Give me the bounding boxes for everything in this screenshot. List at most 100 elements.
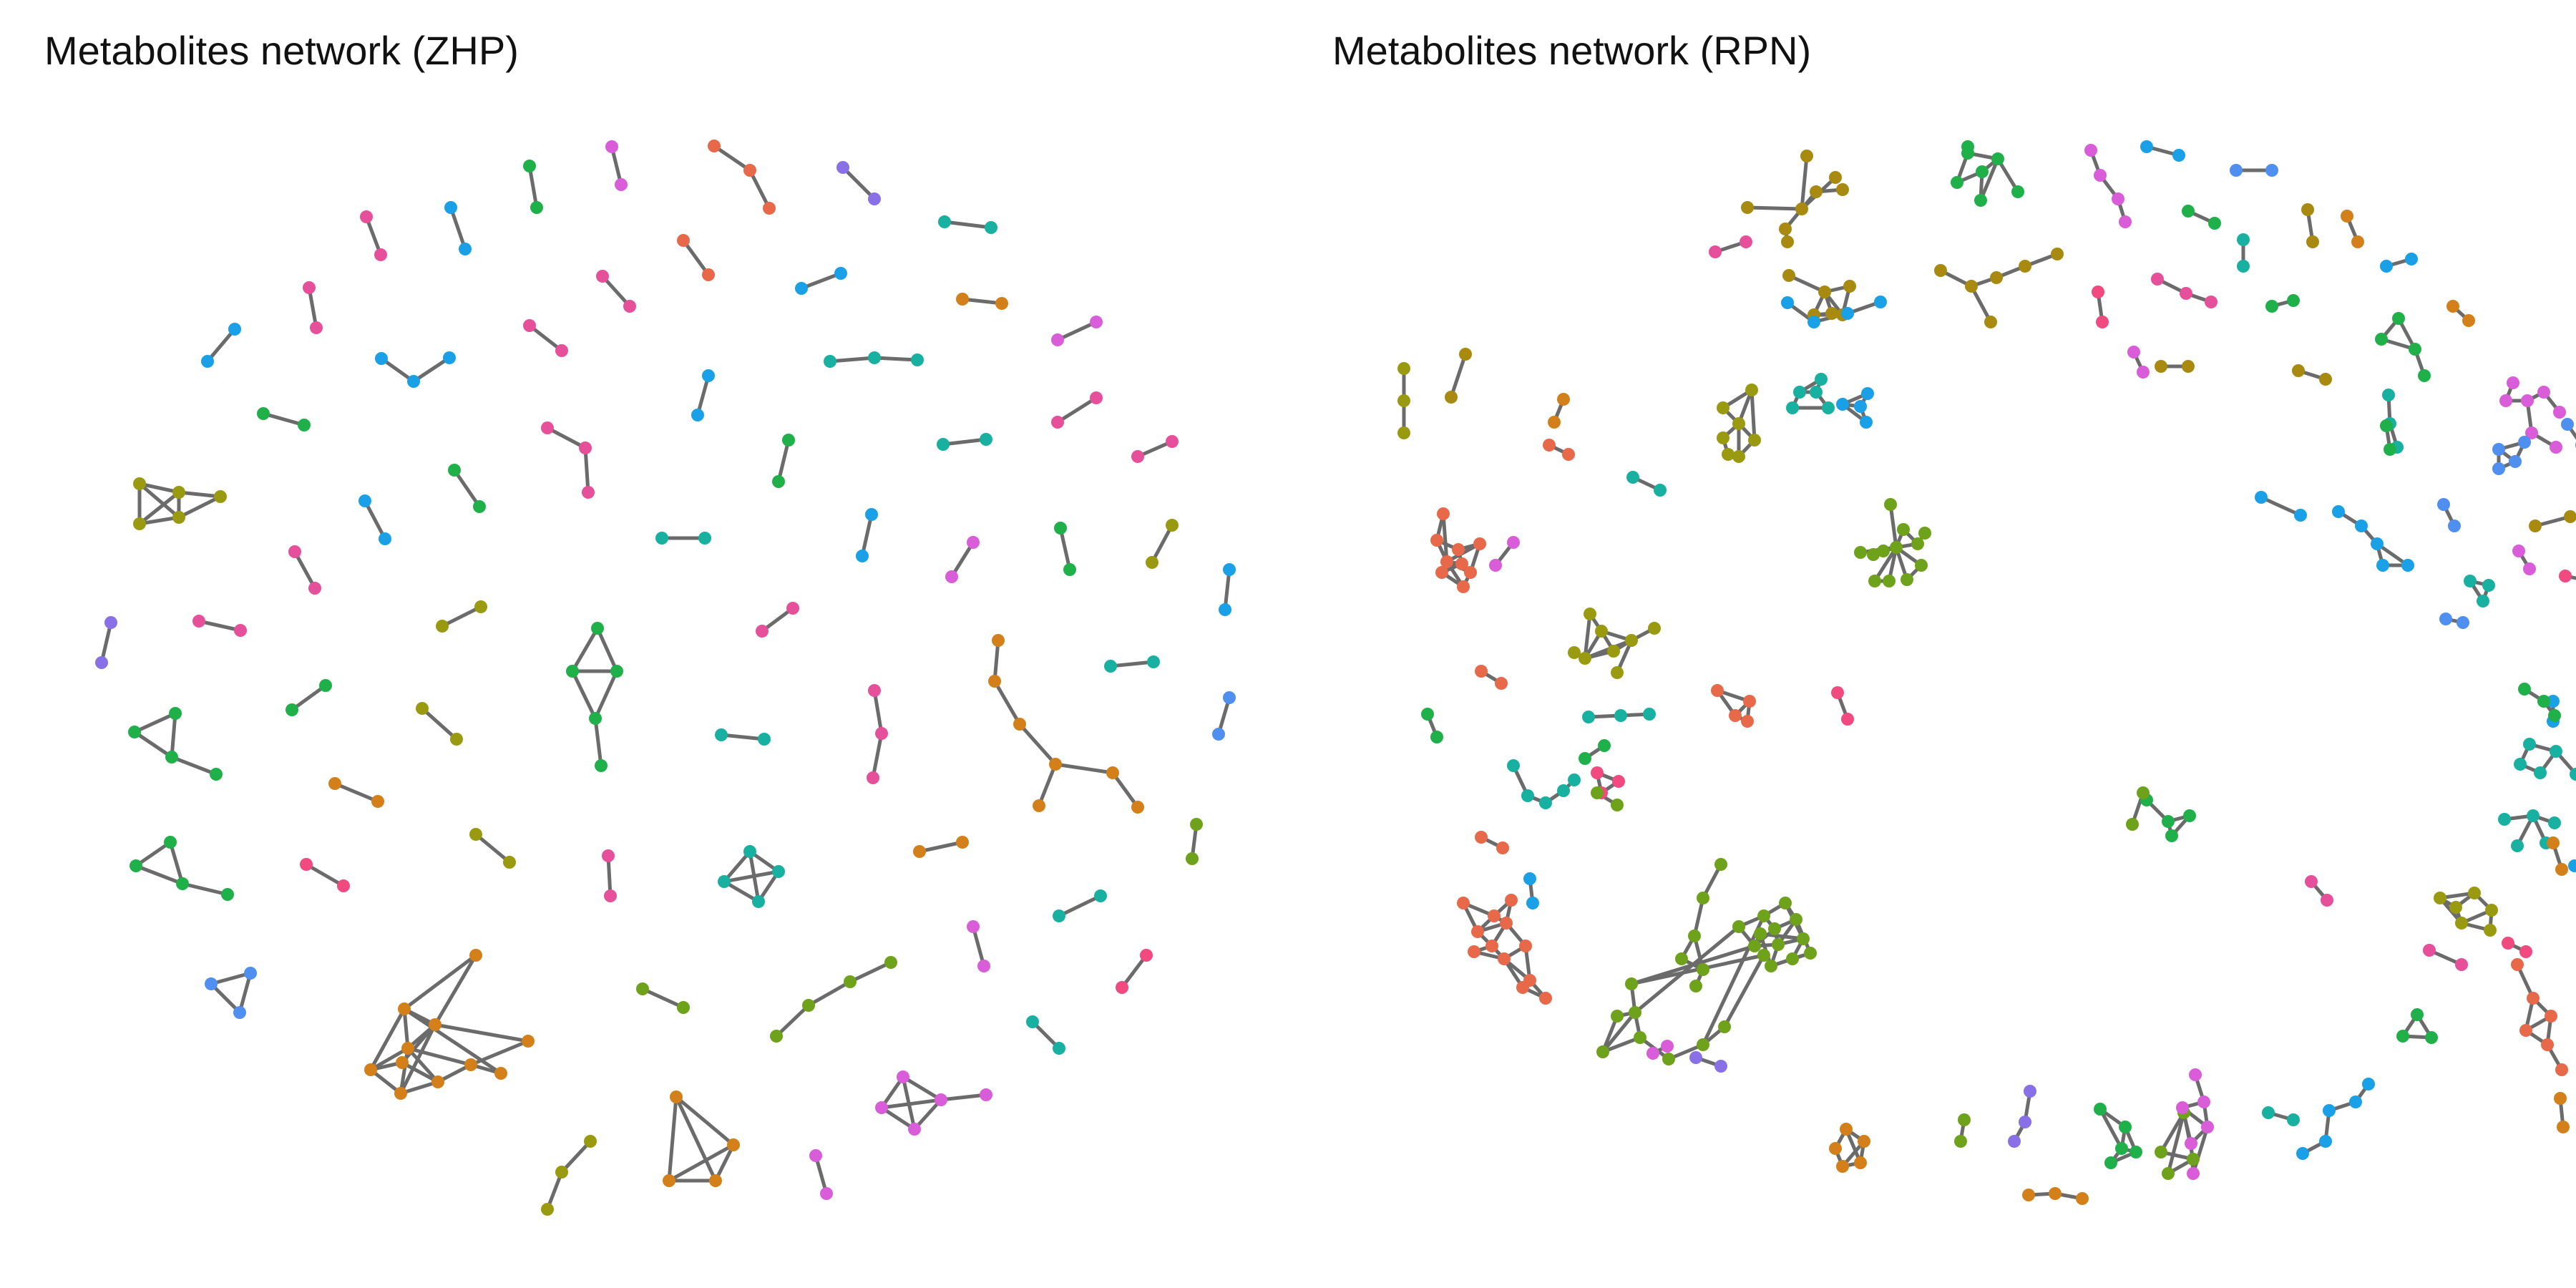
metabolite-node xyxy=(977,960,990,972)
metabolite-node xyxy=(911,353,924,366)
network-edge xyxy=(1722,953,1766,1029)
network-edge xyxy=(205,327,237,364)
metabolite-node xyxy=(2557,1121,2570,1133)
metabolite-node xyxy=(2096,316,2109,328)
metabolite-node xyxy=(1793,386,1806,399)
metabolite-node xyxy=(2187,1153,2200,1166)
network-edge xyxy=(197,619,243,633)
metabolite-node xyxy=(555,1166,568,1179)
metabolite-node xyxy=(2140,140,2153,153)
network-edge xyxy=(1701,914,1766,1047)
metabolite-node xyxy=(2084,144,2097,157)
metabolite-node xyxy=(566,665,579,678)
metabolite-node xyxy=(2380,260,2393,273)
metabolite-node xyxy=(2405,253,2418,265)
metabolite-node xyxy=(1897,523,1910,536)
metabolite-node xyxy=(2265,300,2278,313)
metabolite-node xyxy=(2197,1096,2210,1108)
metabolite-node xyxy=(1840,1123,1853,1136)
metabolite-node xyxy=(786,602,799,615)
metabolite-node xyxy=(401,1042,414,1055)
metabolite-node xyxy=(2237,233,2250,246)
metabolite-node xyxy=(1397,362,1410,375)
metabolite-node xyxy=(1714,858,1727,871)
network-edge xyxy=(1150,523,1174,565)
metabolite-node xyxy=(1505,894,1518,907)
metabolite-node xyxy=(300,858,313,871)
metabolite-node xyxy=(2182,360,2195,373)
metabolite-node xyxy=(967,920,980,933)
metabolite-node xyxy=(429,1018,441,1031)
network-edge xyxy=(209,982,242,1015)
metabolite-node xyxy=(172,486,185,499)
metabolite-node xyxy=(298,419,311,431)
metabolite-node xyxy=(2455,917,2468,930)
metabolite-node xyxy=(596,270,609,283)
metabolite-node xyxy=(2008,1135,2021,1148)
metabolite-node xyxy=(1495,677,1508,690)
network-edge xyxy=(99,620,113,665)
metabolite-node xyxy=(379,532,391,545)
metabolite-node xyxy=(602,849,615,862)
network-edge xyxy=(917,840,965,854)
metabolite-node xyxy=(980,1088,992,1101)
metabolite-node xyxy=(1557,393,1570,406)
metabolite-node xyxy=(1507,536,1520,549)
metabolite-node xyxy=(913,845,926,858)
metabolite-node xyxy=(868,684,881,697)
network-edge xyxy=(713,1143,736,1183)
metabolite-node xyxy=(2384,443,2396,456)
metabolite-node xyxy=(992,634,1005,647)
network-edge xyxy=(420,706,459,741)
metabolite-node xyxy=(2392,312,2405,325)
network-edge xyxy=(719,733,766,741)
network-edge xyxy=(971,924,986,968)
network-edge xyxy=(570,669,597,721)
metabolite-node xyxy=(2492,443,2505,456)
metabolite-node xyxy=(1804,947,1817,960)
metabolite-node xyxy=(1584,608,1596,620)
metabolite-node xyxy=(1714,1060,1727,1073)
metabolite-node xyxy=(2094,1103,2107,1116)
metabolite-node xyxy=(582,486,595,499)
metabolite-node xyxy=(1765,960,1777,972)
metabolite-node xyxy=(2262,1106,2275,1119)
network-edge xyxy=(722,879,761,904)
metabolite-node xyxy=(221,888,234,901)
metabolite-node xyxy=(1841,307,1854,320)
metabolite-node xyxy=(1452,543,1465,556)
metabolite-node xyxy=(2019,1116,2031,1128)
metabolite-node xyxy=(2011,185,2024,198)
metabolite-node xyxy=(364,1063,377,1076)
metabolite-node xyxy=(824,355,836,368)
metabolite-node xyxy=(1053,1042,1065,1055)
metabolite-node xyxy=(541,421,554,434)
metabolite-node xyxy=(2537,695,2550,708)
metabolite-node xyxy=(2162,1167,2175,1180)
metabolite-node xyxy=(1104,660,1117,673)
metabolite-node xyxy=(319,679,332,692)
metabolite-node xyxy=(1779,223,1792,235)
metabolite-node xyxy=(1094,889,1107,902)
metabolite-node xyxy=(1131,801,1144,814)
panel-title: Metabolites network (RPN) xyxy=(1332,28,1812,73)
metabolite-node xyxy=(398,1002,411,1015)
metabolite-node xyxy=(1455,557,1468,570)
metabolite-node xyxy=(636,982,649,995)
metabolite-node xyxy=(1049,758,1062,771)
metabolite-node xyxy=(2294,509,2307,522)
metabolite-node xyxy=(2306,235,2319,248)
metabolite-node xyxy=(836,161,849,174)
metabolite-node xyxy=(1915,559,1928,572)
metabolite-node xyxy=(104,616,117,629)
metabolite-node xyxy=(1053,909,1065,922)
metabolite-node xyxy=(1911,537,1924,550)
metabolite-node xyxy=(2355,519,2368,532)
metabolite-node xyxy=(2019,260,2031,273)
network-edge xyxy=(402,953,478,1011)
metabolite-node xyxy=(908,1123,921,1136)
metabolite-node xyxy=(2482,579,2495,592)
metabolite-node xyxy=(2418,369,2431,382)
metabolite-node xyxy=(663,1174,675,1187)
metabolite-node xyxy=(677,1001,690,1014)
